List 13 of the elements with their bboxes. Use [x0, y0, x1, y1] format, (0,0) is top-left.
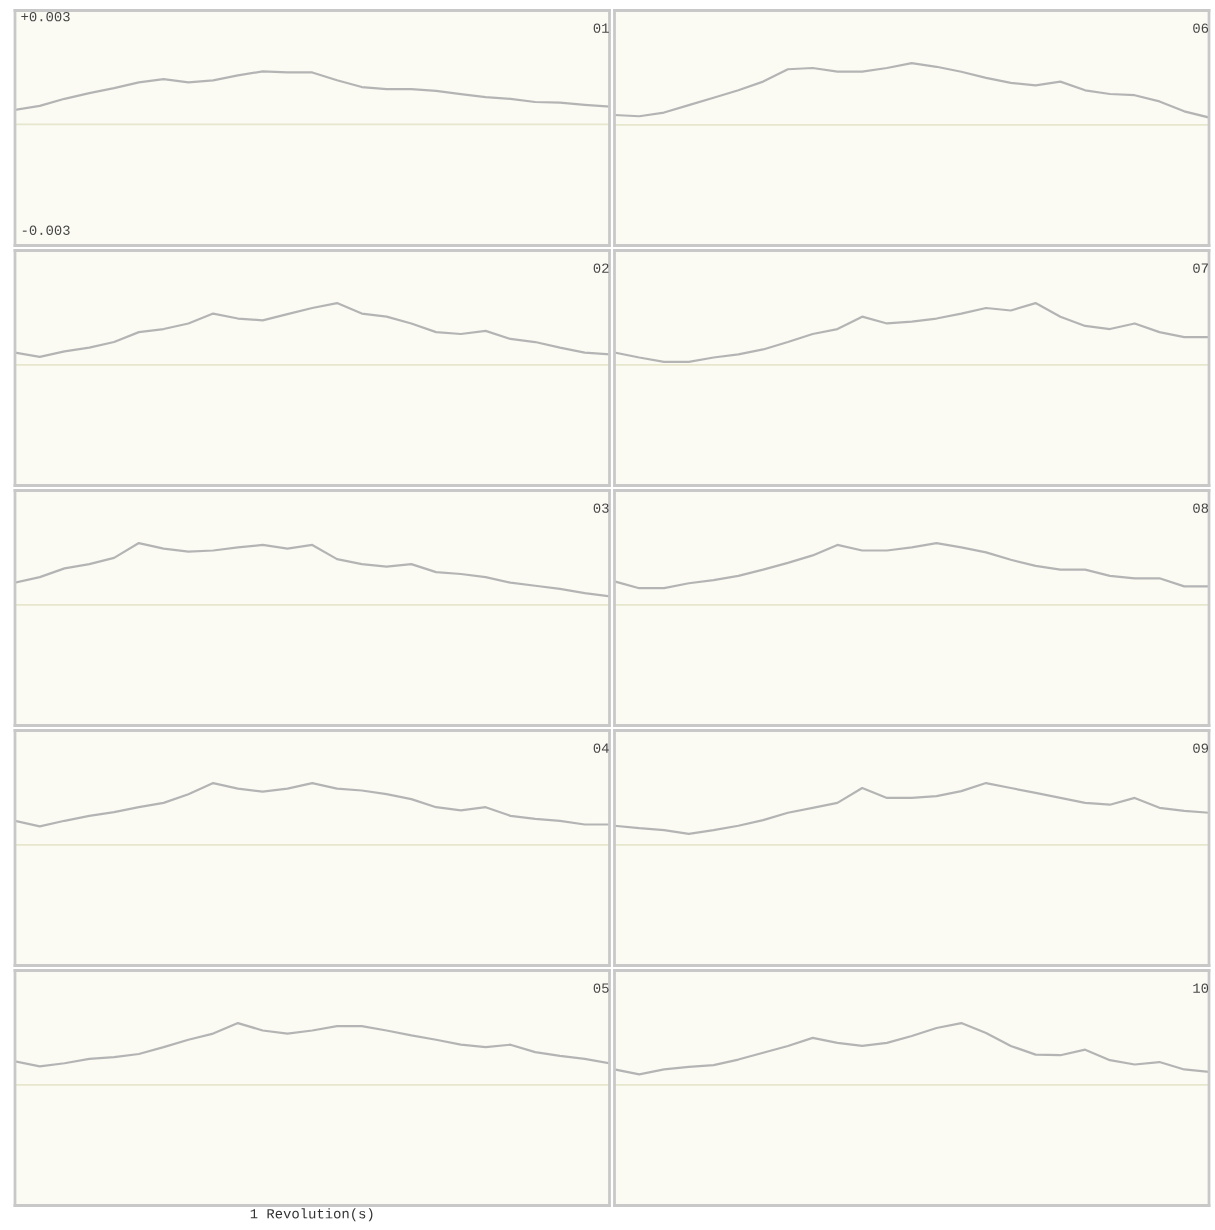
- x-axis-title: 1 Revolution(s): [250, 1208, 373, 1222]
- chart-title: 06: [1193, 23, 1209, 33]
- y-tick-label: -0.003: [22, 225, 70, 235]
- chart-title: 10: [1193, 983, 1209, 993]
- chart-title: 04: [593, 743, 609, 753]
- chart-title: 08: [1193, 503, 1209, 513]
- chart-title: 05: [593, 983, 609, 993]
- chart-title: 09: [1193, 743, 1209, 753]
- chart-title: 02: [593, 263, 609, 273]
- chart-title: 03: [593, 503, 609, 513]
- y-tick-label: +0.003: [21, 11, 70, 22]
- chart-title: 07: [1193, 263, 1208, 273]
- text: 01: [593, 23, 609, 33]
